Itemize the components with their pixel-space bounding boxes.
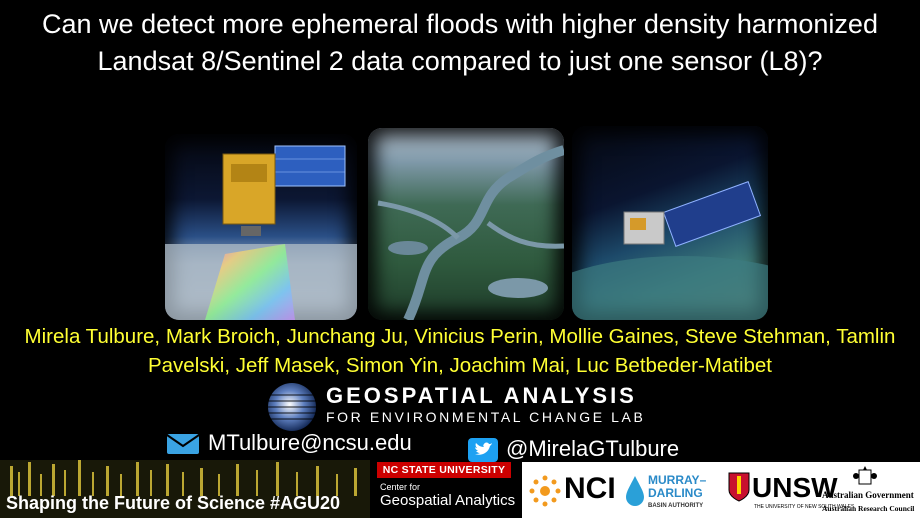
globe-icon — [268, 383, 316, 431]
unsw-logo-text: UNSW — [752, 472, 838, 503]
twitter-icon — [468, 438, 498, 463]
satellite-earth-image — [572, 126, 768, 320]
ncsu-logo: NC STATE UNIVERSITY — [377, 462, 511, 478]
coat-of-arms-icon — [853, 466, 877, 485]
arc-council-text: Australian Research Council — [822, 504, 915, 513]
cga-big-text: Geospatial Analytics — [380, 492, 516, 509]
partner-logos: NCI MURRAY– DARLING BASIN AUTHORITY UNSW… — [522, 462, 920, 518]
slide-title: Can we detect more ephemeral floods with… — [42, 9, 878, 76]
twitter-contact[interactable]: @MirelaGTulbure — [468, 436, 680, 463]
unsw-crest-icon — [728, 472, 750, 502]
nci-logo-text: NCI — [564, 472, 616, 505]
twitter-handle[interactable]: @MirelaGTulbure — [506, 436, 680, 461]
arc-gov-text: Australian Government — [822, 490, 914, 500]
email-icon — [166, 434, 200, 455]
email-address[interactable]: MTulbure@ncsu.edu — [208, 430, 412, 455]
lab-logo: GEOSPATIAL ANALYSIS FOR ENVIRONMENTAL CH… — [262, 381, 646, 433]
water-drop-icon — [626, 476, 644, 506]
nci-sun-icon — [529, 475, 561, 507]
authors-list: Mirela Tulbure, Mark Broich, Junchang Ju… — [24, 325, 896, 377]
lab-logo-subtitle: FOR ENVIRONMENTAL CHANGE LAB — [326, 409, 646, 425]
email-contact[interactable]: MTulbure@ncsu.edu — [166, 430, 412, 456]
agu-tagline: Shaping the Future of Science #AGU20 — [6, 493, 341, 513]
waveform-graphic — [0, 460, 370, 518]
cga-small-text: Center for — [380, 482, 421, 492]
floodplain-image — [368, 128, 564, 320]
unsw-subtitle: THE UNIVERSITY OF NEW SOUTH WALES — [754, 504, 855, 510]
agu-banner: Shaping the Future of Science #AGU20 — [0, 460, 370, 518]
lab-logo-title: GEOSPATIAL ANALYSIS — [326, 383, 637, 408]
cga-logo: Center for Geospatial Analytics — [380, 482, 515, 510]
mdba-logo: MURRAY– DARLING BASIN AUTHORITY — [648, 473, 707, 510]
satellite-image — [165, 134, 357, 320]
